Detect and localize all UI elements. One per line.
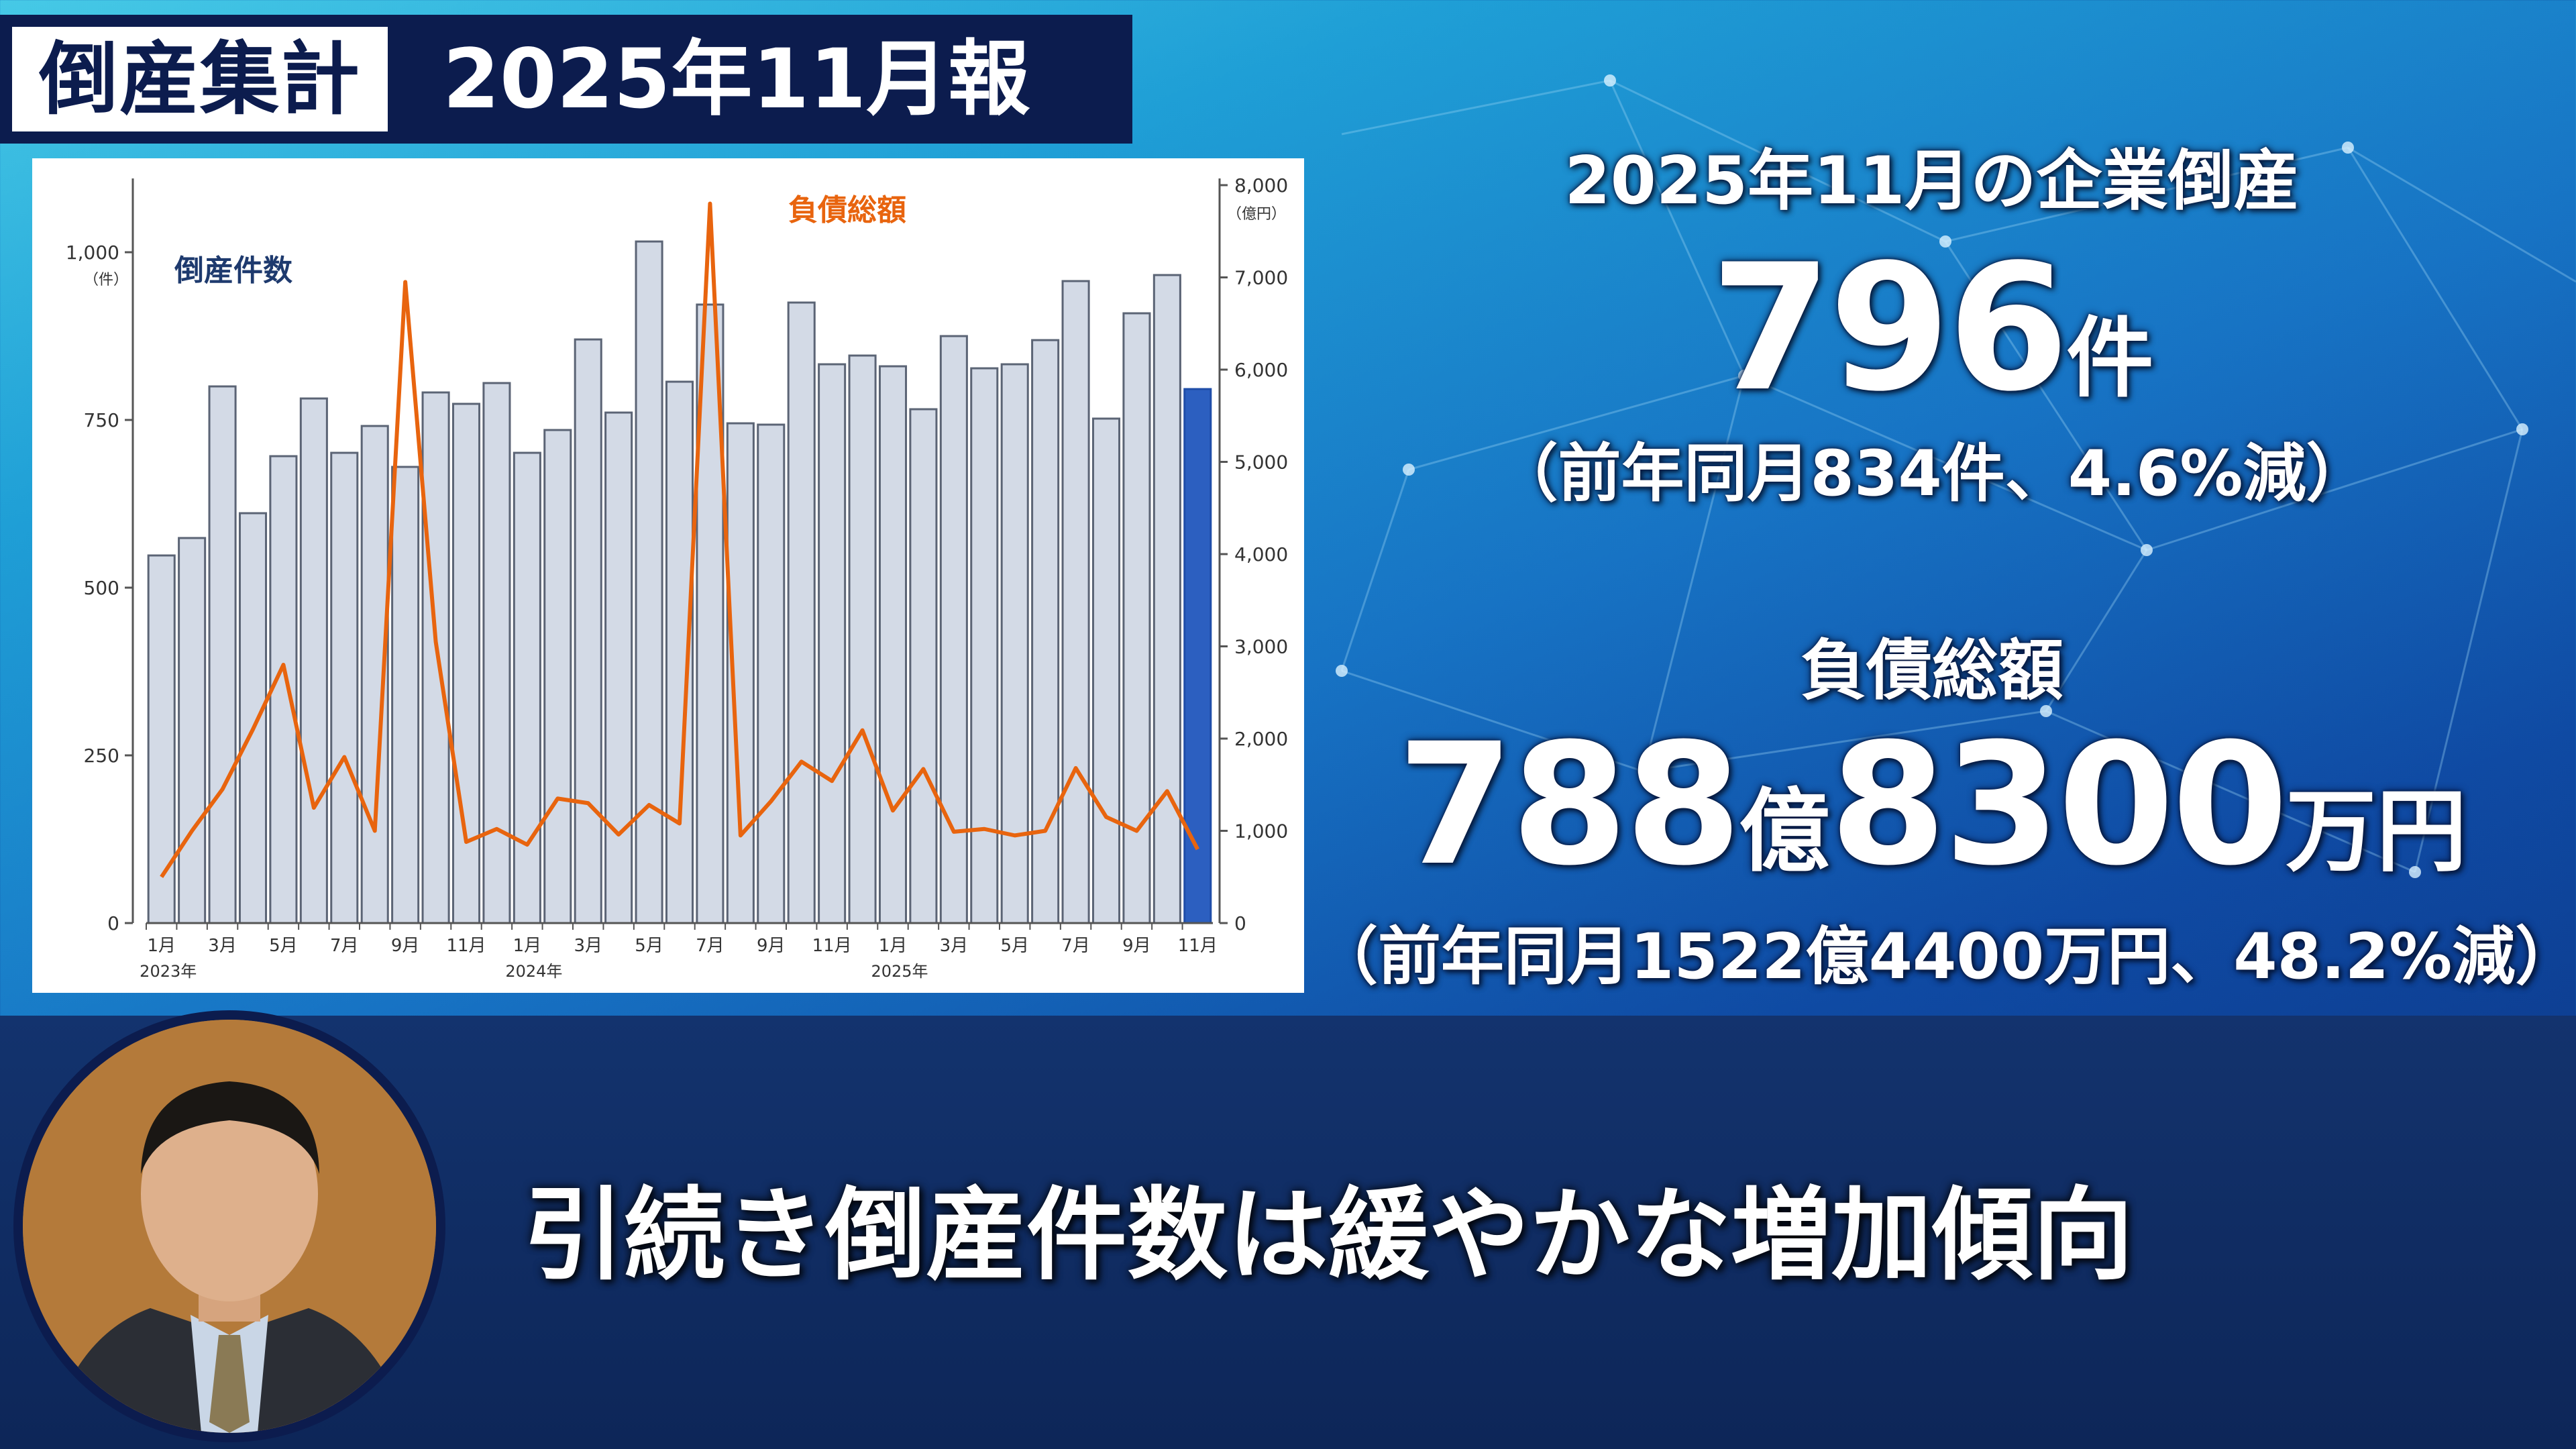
bar (909, 408, 938, 924)
bankruptcy-count: 796件 (1315, 228, 2549, 459)
report-header: 倒産集計 2025年11月報 (0, 15, 1132, 144)
bar (269, 455, 298, 924)
y-right-tick-label: 7,000 (1234, 267, 1288, 289)
bar (178, 537, 207, 924)
bar (970, 367, 999, 924)
bar (757, 423, 786, 924)
chart-svg: 0 250 500 750 1,000 （件） 0 1,000 2,000 3,000 4,000 5… (66, 174, 1288, 981)
series-label-bar: 倒産件数 (174, 254, 292, 288)
x-tick-label: 9月 (1122, 936, 1151, 956)
y-right-tick-label: 5,000 (1234, 451, 1288, 474)
x-tick-label: 11月 (446, 936, 486, 956)
x-tick-label: 5月 (269, 936, 298, 956)
x-tick-label: 1月 (147, 936, 176, 956)
debt-total: 788億8300万円 (1315, 704, 2549, 932)
bar (330, 451, 359, 924)
y-right-tick-label: 3,000 (1234, 636, 1288, 658)
x-tick-label: 9月 (391, 936, 420, 956)
bar (543, 429, 572, 924)
x-tick-label: 7月 (1061, 936, 1090, 956)
y-left-unit: （件） (84, 272, 128, 288)
y-right-tick-label: 1,000 (1234, 820, 1288, 843)
count-unit: 件 (2066, 307, 2154, 409)
bar (1000, 363, 1029, 924)
x-tick-label: 1月 (513, 936, 542, 956)
bar (421, 391, 450, 924)
category-tag: 倒産集計 (12, 27, 388, 131)
bar (513, 451, 541, 924)
bankruptcy-chart: 0 250 500 750 1,000 （件） 0 1,000 2,000 3,000 4,000 5… (32, 158, 1304, 993)
bar (451, 402, 481, 924)
count-value: 796 (1710, 227, 2070, 430)
line-series (160, 201, 1199, 878)
y-left-tick-label: 250 (84, 745, 119, 767)
stats-headline: 2025年11月の企業倒産 (1564, 143, 2300, 219)
bar (482, 382, 511, 924)
bar (1152, 274, 1181, 924)
bar (878, 365, 908, 924)
y-right-tick-label: 4,000 (1234, 543, 1288, 566)
debt-label: 負債総額 (1800, 633, 2063, 709)
debt-part1: 788 (1397, 707, 1742, 902)
y-left-tick-label: 500 (84, 577, 119, 599)
bar (939, 335, 968, 924)
bar (726, 422, 755, 924)
bar (1061, 280, 1090, 924)
bar (787, 301, 816, 924)
x-tick-label: 3月 (208, 936, 237, 956)
debt-unit2: 万円 (2286, 779, 2467, 884)
bar (1183, 388, 1212, 924)
year-label: 2023年 (140, 962, 197, 981)
y-left-tick-label: 750 (84, 409, 119, 431)
debt-comparison: （前年同月1522億4400万円、48.2%減） (1315, 920, 2576, 994)
presenter-photo (23, 1020, 436, 1433)
bar (1091, 417, 1121, 924)
bar (391, 466, 420, 924)
x-tick-label: 7月 (696, 936, 724, 956)
y-left-tick-label: 1,000 (66, 241, 119, 264)
presenter-avatar (13, 1010, 445, 1442)
x-tick-label: 3月 (574, 936, 602, 956)
bar (848, 354, 877, 924)
x-tick-label: 1月 (879, 936, 908, 956)
x-tick-label: 5月 (1000, 936, 1029, 956)
y-left-tick-label: 0 (107, 912, 119, 934)
x-tick-label: 5月 (635, 936, 663, 956)
count-comparison: （前年同月834件、4.6%減） (1495, 437, 2369, 511)
y-right-tick-label: 8,000 (1234, 174, 1288, 197)
x-tick-label: 11月 (812, 936, 852, 956)
year-label: 2025年 (871, 962, 928, 981)
x-tick-label: 3月 (940, 936, 969, 956)
year-label: 2024年 (505, 962, 562, 981)
bar (604, 411, 633, 924)
bar (208, 385, 237, 924)
y-right-tick-label: 2,000 (1234, 728, 1288, 750)
bar (574, 338, 602, 924)
bar (1031, 339, 1060, 924)
y-right-unit: （億円） (1227, 206, 1286, 223)
x-tick-label: 7月 (330, 936, 359, 956)
y-right-tick-label: 6,000 (1234, 359, 1288, 381)
x-tick-label: 11月 (1178, 936, 1218, 956)
bar (299, 397, 328, 924)
bar (147, 554, 176, 924)
series-label-line: 負債総額 (788, 193, 906, 227)
caption-text: 引続き倒産件数は緩やかな増加傾向 (523, 1177, 2134, 1294)
bar (818, 363, 847, 924)
x-tick-label: 9月 (757, 936, 786, 956)
bar (635, 240, 663, 924)
y-right-tick-label: 0 (1234, 912, 1246, 934)
report-title: 2025年11月報 (443, 32, 1030, 127)
bar (238, 512, 268, 924)
debt-unit1: 億 (1739, 779, 1830, 884)
debt-part2: 8300 (1829, 707, 2289, 902)
